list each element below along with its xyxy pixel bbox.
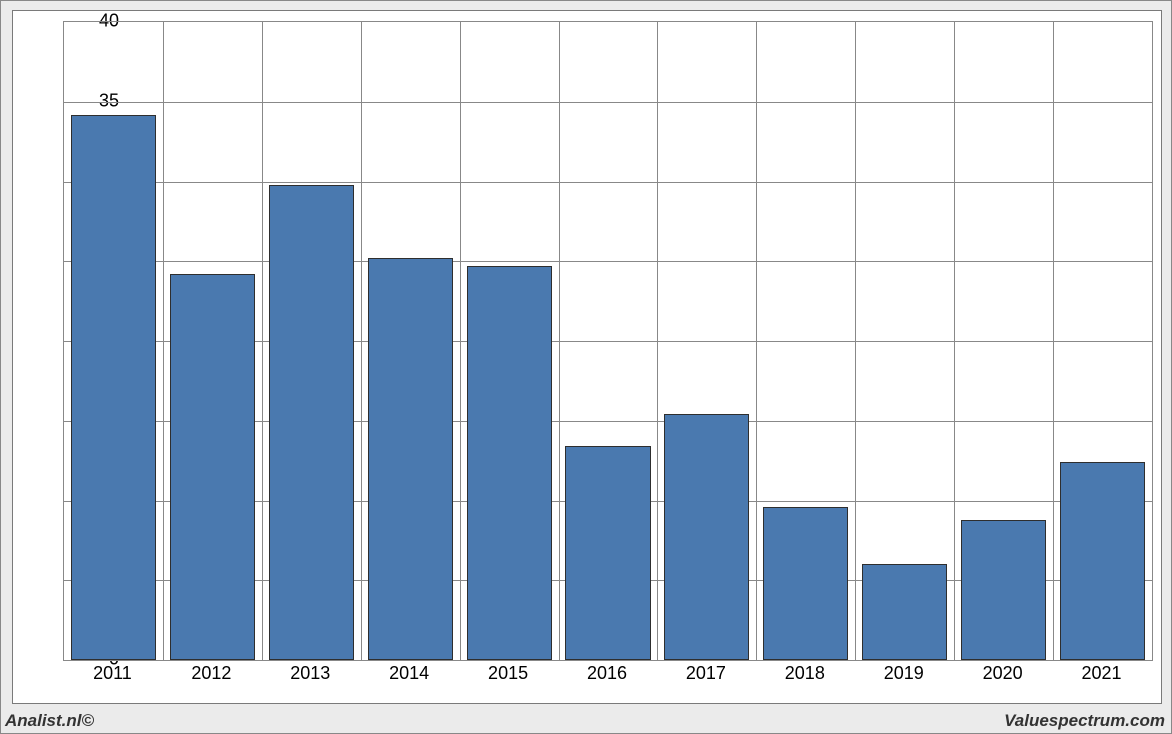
x-tick-label: 2020 (983, 663, 1023, 684)
x-tick-label: 2012 (191, 663, 231, 684)
plot-frame: 0510152025303540 20112012201320142015201… (12, 10, 1162, 704)
bar-2021 (1060, 462, 1145, 660)
x-tick-label: 2014 (389, 663, 429, 684)
gridline-v (262, 22, 263, 660)
gridline-v (1053, 22, 1054, 660)
plot-area (63, 21, 1153, 661)
bar-2012 (170, 274, 255, 660)
bar-2016 (565, 446, 650, 660)
gridline-h (64, 261, 1152, 262)
gridline-v (460, 22, 461, 660)
x-tick-label: 2013 (290, 663, 330, 684)
x-tick-label: 2017 (686, 663, 726, 684)
gridline-h (64, 102, 1152, 103)
bar-2018 (763, 507, 848, 660)
gridline-v (756, 22, 757, 660)
bar-2017 (664, 414, 749, 660)
x-tick-label: 2015 (488, 663, 528, 684)
x-tick-label: 2021 (1082, 663, 1122, 684)
x-tick-label: 2018 (785, 663, 825, 684)
gridline-v (954, 22, 955, 660)
gridline-v (657, 22, 658, 660)
bar-2014 (368, 258, 453, 660)
chart-container: 0510152025303540 20112012201320142015201… (0, 0, 1172, 734)
gridline-v (361, 22, 362, 660)
bar-2015 (467, 266, 552, 660)
gridline-v (855, 22, 856, 660)
gridline-v (559, 22, 560, 660)
x-tick-label: 2016 (587, 663, 627, 684)
gridline-v (163, 22, 164, 660)
bar-2013 (269, 185, 354, 660)
footer-right-credit: Valuespectrum.com (1004, 711, 1165, 731)
bar-2011 (71, 115, 156, 660)
bar-2020 (961, 520, 1046, 660)
x-tick-label: 2011 (93, 663, 132, 684)
bar-2019 (862, 564, 947, 660)
x-tick-label: 2019 (884, 663, 924, 684)
footer-left-credit: Analist.nl© (5, 711, 94, 731)
gridline-h (64, 182, 1152, 183)
